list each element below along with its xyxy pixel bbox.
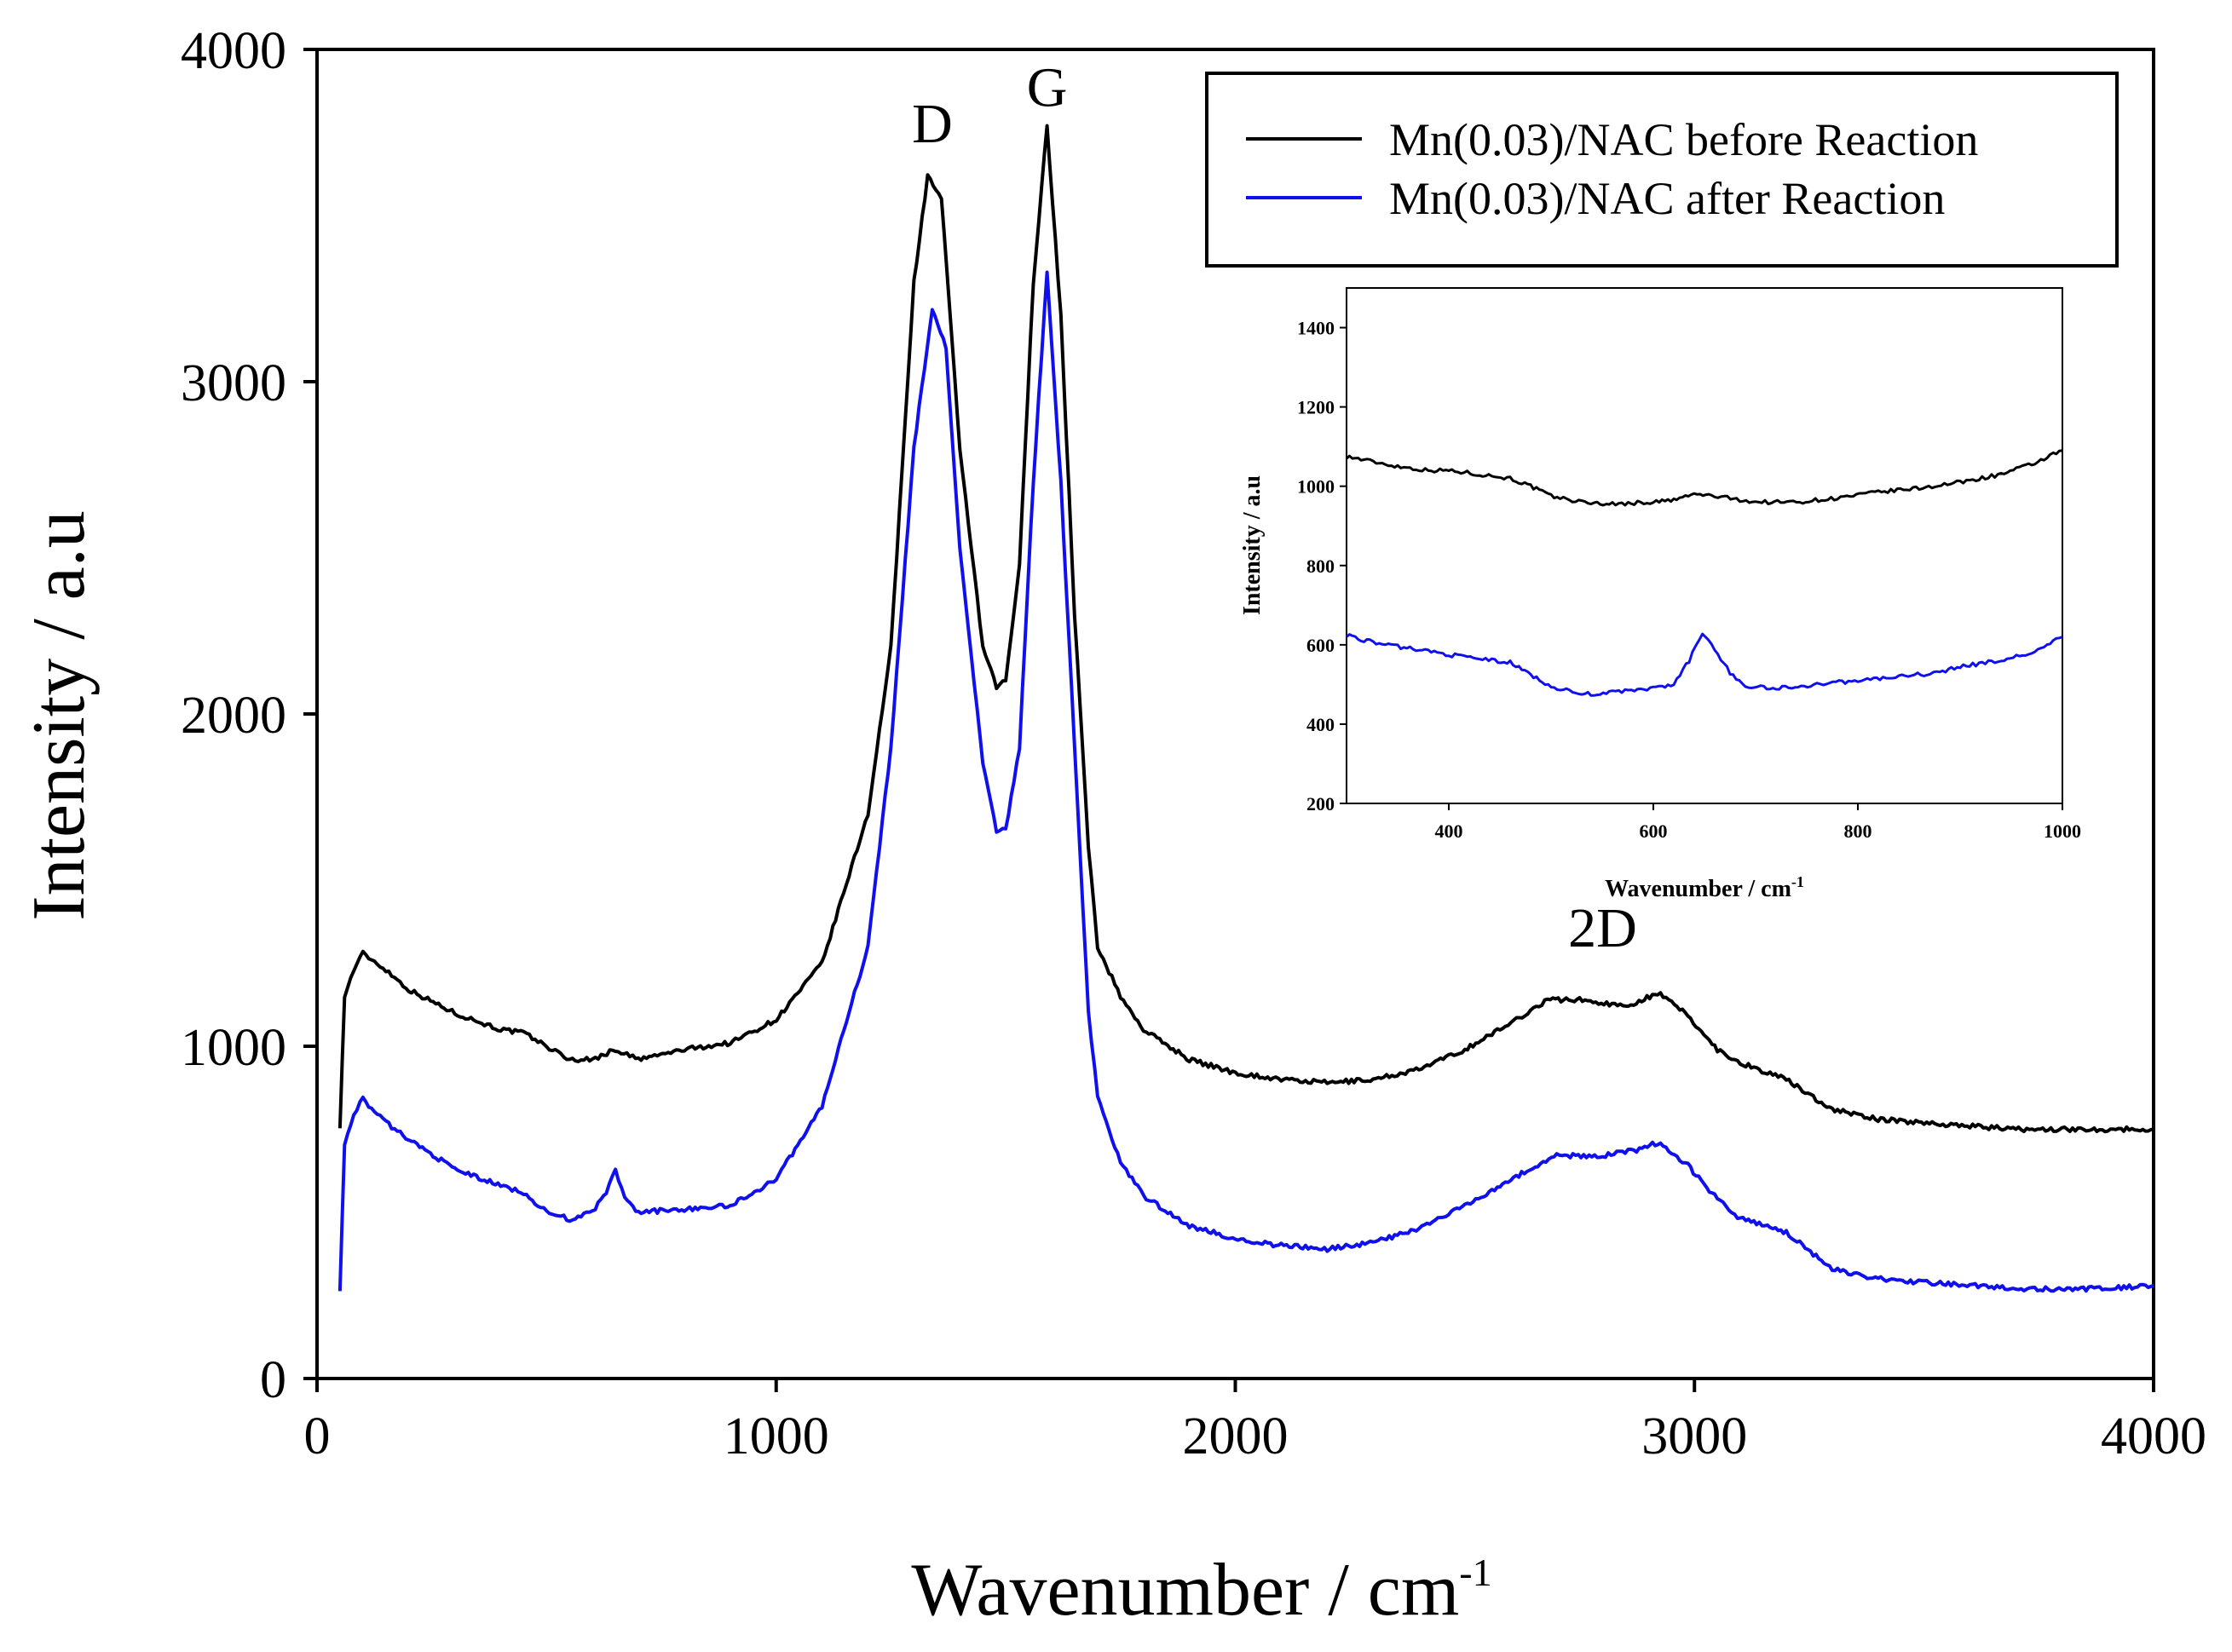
inset-x-axis-title: Wavenumber / cm-1 xyxy=(1605,873,1804,902)
inset-y-tick-label: 400 xyxy=(1306,714,1335,735)
inset-y-tick-label: 1200 xyxy=(1297,397,1335,418)
inset-y-axis-title: Intensity / a.u xyxy=(1239,475,1266,615)
inset-series-group xyxy=(1346,449,2063,697)
legend-label-after: Mn(0.03)/NAC after Reaction xyxy=(1389,173,1945,224)
inset-y-tick-label: 1000 xyxy=(1297,476,1335,498)
main-x-tick-label: 2000 xyxy=(1183,1407,1289,1465)
main-y-axis-title: Intensity / a.u xyxy=(18,510,101,920)
legend-label-before: Mn(0.03)/NAC before Reaction xyxy=(1389,114,1978,165)
peak-label: D xyxy=(912,93,953,155)
main-x-axis-title: Wavenumber / cm-1 xyxy=(911,1549,1491,1632)
main-y-tick-label: 0 xyxy=(260,1351,286,1409)
main-series-group xyxy=(337,124,2154,1293)
main-x-tick-label: 0 xyxy=(304,1407,331,1465)
peak-label: G xyxy=(1027,56,1068,118)
main-series-line-after xyxy=(337,270,2154,1293)
inset-y-tick-label: 800 xyxy=(1306,555,1335,577)
inset-series-line-before xyxy=(1346,449,2063,507)
peak-label: 2D xyxy=(1568,897,1637,959)
main-x-tick-label: 4000 xyxy=(2101,1407,2206,1465)
inset-x-tick-label: 400 xyxy=(1435,820,1463,842)
peak-annotations: D G 2D xyxy=(912,56,1637,959)
main-y-tick-label: 1000 xyxy=(181,1019,286,1077)
inset-x-tick-label: 600 xyxy=(1640,820,1668,842)
main-x-tick-label: 1000 xyxy=(724,1407,829,1465)
main-y-tick-label: 3000 xyxy=(181,354,286,412)
main-y-tick-label: 4000 xyxy=(181,22,286,80)
inset-x-tick-label: 1000 xyxy=(2044,820,2081,842)
inset-series-line-after xyxy=(1346,632,2063,697)
inset-y-tick-label: 200 xyxy=(1306,793,1335,814)
main-x-tick-label: 3000 xyxy=(1641,1407,1747,1465)
inset-y-tick-label: 600 xyxy=(1306,635,1335,656)
main-y-tick-label: 2000 xyxy=(181,687,286,745)
inset-axis-ticks: 400 600 800 1000 200 400 600 800 1000 1200 1400 xyxy=(1297,318,2081,842)
inset-x-tick-label: 800 xyxy=(1844,820,1872,842)
inset-y-tick-label: 1400 xyxy=(1297,318,1335,339)
legend: Mn(0.03)/NAC before Reaction Mn(0.03)/NA… xyxy=(1205,72,2119,268)
main-series-line-before xyxy=(337,124,2154,1134)
inset-plot: 400 600 800 1000 200 400 600 800 1000 1200 1400 Wa… xyxy=(1239,287,2081,902)
legend-box xyxy=(1205,72,2119,268)
inset-plot-frame xyxy=(1346,287,2063,804)
main-axis-ticks: 0 1000 2000 3000 4000 0 1000 2000 3000 4000 xyxy=(181,22,2206,1465)
